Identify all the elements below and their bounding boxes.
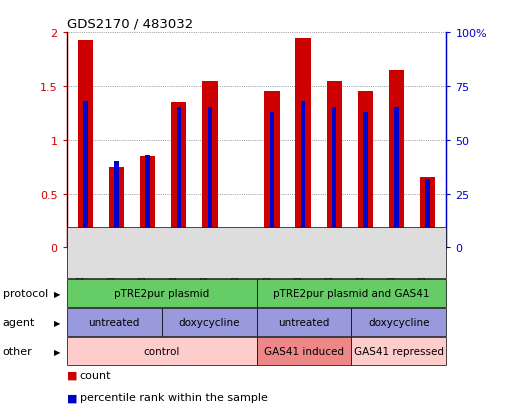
Bar bbox=[176, 108, 181, 248]
Bar bbox=[363, 112, 368, 248]
Text: ▶: ▶ bbox=[54, 289, 61, 298]
Bar bbox=[208, 108, 212, 248]
Bar bbox=[171, 103, 187, 248]
Text: ▶: ▶ bbox=[54, 347, 61, 356]
Text: untreated: untreated bbox=[88, 318, 140, 328]
Bar bbox=[145, 155, 150, 248]
Text: percentile rank within the sample: percentile rank within the sample bbox=[80, 392, 267, 402]
Text: ■: ■ bbox=[67, 370, 77, 380]
Text: GAS41 repressed: GAS41 repressed bbox=[354, 347, 444, 356]
Bar bbox=[239, 237, 243, 248]
Bar bbox=[264, 92, 280, 248]
Text: pTRE2pur plasmid: pTRE2pur plasmid bbox=[114, 289, 209, 299]
Bar bbox=[394, 108, 399, 248]
Bar bbox=[114, 162, 119, 248]
Bar bbox=[301, 102, 305, 248]
Text: pTRE2pur plasmid and GAS41: pTRE2pur plasmid and GAS41 bbox=[273, 289, 430, 299]
Text: other: other bbox=[3, 347, 32, 356]
Text: ▶: ▶ bbox=[54, 318, 61, 327]
Bar bbox=[140, 157, 155, 248]
Text: agent: agent bbox=[3, 318, 35, 328]
Bar bbox=[389, 71, 404, 248]
Text: untreated: untreated bbox=[278, 318, 330, 328]
Text: ■: ■ bbox=[67, 392, 77, 402]
Text: count: count bbox=[80, 370, 111, 380]
Bar bbox=[270, 112, 274, 248]
Text: GDS2170 / 483032: GDS2170 / 483032 bbox=[67, 17, 193, 31]
Text: GAS41 induced: GAS41 induced bbox=[264, 347, 344, 356]
Bar bbox=[358, 92, 373, 248]
Bar bbox=[233, 237, 249, 248]
Bar bbox=[295, 38, 311, 248]
Bar bbox=[202, 81, 218, 248]
Bar bbox=[326, 81, 342, 248]
Bar bbox=[77, 40, 93, 248]
Bar bbox=[420, 178, 436, 248]
Text: doxycycline: doxycycline bbox=[368, 318, 429, 328]
Bar bbox=[109, 167, 124, 248]
Text: doxycycline: doxycycline bbox=[179, 318, 240, 328]
Bar bbox=[83, 102, 88, 248]
Bar bbox=[332, 108, 337, 248]
Bar bbox=[425, 179, 430, 248]
Text: control: control bbox=[144, 347, 180, 356]
Text: protocol: protocol bbox=[3, 289, 48, 299]
